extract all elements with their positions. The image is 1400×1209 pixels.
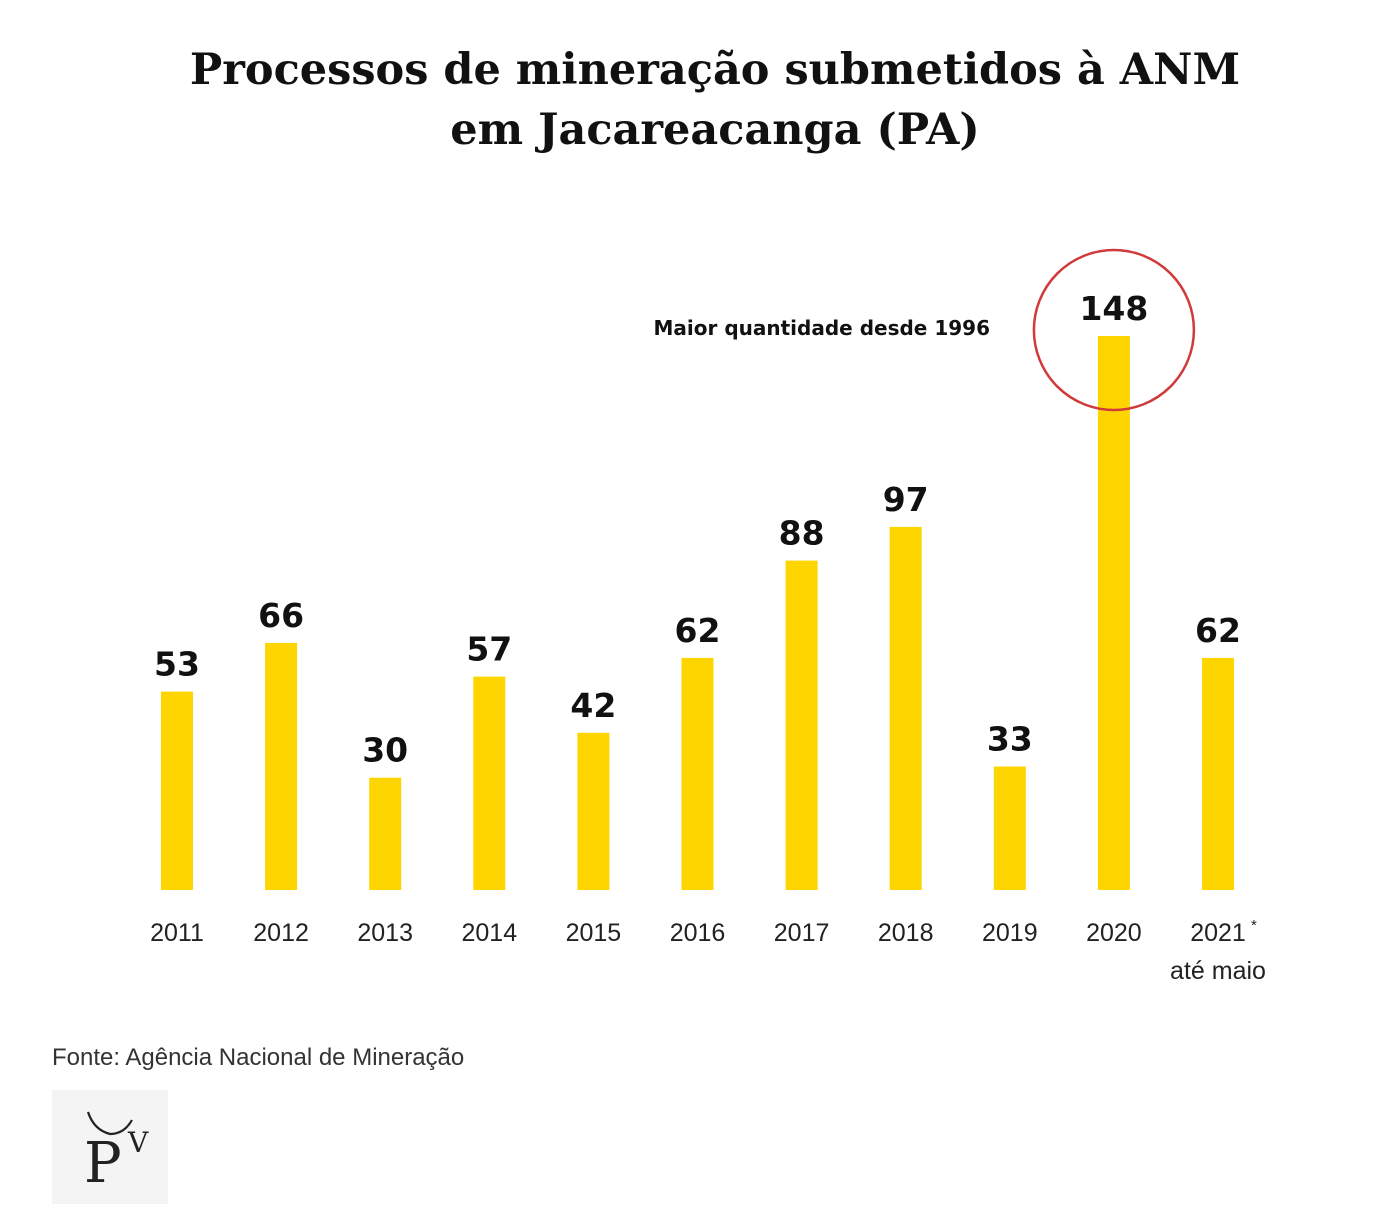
bar-2016: [681, 657, 714, 890]
bar-2018: [889, 526, 922, 890]
x-tick-subtitle: até maio: [1170, 957, 1266, 985]
bar-2017: [785, 560, 818, 890]
chart-title-line-2: em Jacareacanga (PA): [450, 105, 980, 155]
x-tick-2018: 2018: [878, 919, 934, 947]
x-tick-2014: 2014: [461, 919, 517, 947]
x-tick-2015: 2015: [566, 919, 622, 947]
x-tick-2021: 2021: [1190, 919, 1246, 947]
value-label-group: 53 66 30 57 42 62 88 97 33 148 62: [154, 289, 1241, 770]
logo-letter-v: V: [127, 1126, 149, 1159]
value-label-2021: 62: [1195, 611, 1241, 650]
highlight-group: Maior quantidade desde 1996: [654, 248, 1196, 412]
value-label-2012: 66: [258, 596, 304, 635]
chart-title-line-1: Processos de mineração submetidos à ANM: [189, 45, 1241, 95]
value-label-2019: 33: [987, 720, 1033, 759]
value-label-2014: 57: [466, 630, 512, 669]
bar-2020: [1097, 336, 1130, 890]
value-label-2017: 88: [779, 514, 825, 553]
highlight-circle: [1032, 248, 1196, 412]
value-label-2011: 53: [154, 645, 200, 684]
x-tick-2017: 2017: [774, 919, 830, 947]
logo-swoosh: [86, 1111, 133, 1136]
x-tick-2020: 2020: [1086, 919, 1142, 947]
value-label-2015: 42: [570, 686, 616, 725]
pv-logo-icon: P V: [84, 1111, 149, 1196]
source-note: Fonte: Agência Nacional de Mineração: [52, 1044, 465, 1071]
x-tick-2011: 2011: [150, 919, 204, 947]
pv-logo: P V: [52, 1090, 168, 1204]
logo-letter-p: P: [84, 1131, 122, 1196]
bar-2015: [577, 732, 610, 890]
x-tick-footnote-mark: *: [1251, 917, 1257, 934]
chart-title: Processos de mineração submetidos à ANM …: [0, 40, 1400, 160]
bar-2014: [473, 676, 506, 890]
value-label-2013: 30: [362, 731, 408, 770]
value-label-2016: 62: [675, 611, 721, 650]
bar-2021: [1202, 657, 1234, 890]
x-tick-2013: 2013: [357, 919, 413, 947]
bar-2011: [161, 691, 193, 890]
x-tick-2016: 2016: [670, 919, 726, 947]
value-label-2020: 148: [1079, 289, 1148, 328]
bar-2012: [265, 642, 298, 890]
x-tick-2019: 2019: [982, 919, 1038, 947]
bar-2019: [993, 766, 1026, 890]
value-label-2018: 97: [883, 480, 929, 519]
highlight-annotation: Maior quantidade desde 1996: [654, 316, 990, 340]
bar-chart: 53 66 30 57 42 62 88 97 33 148 62 2011 2012 2013 2014…: [150, 248, 1266, 985]
x-tick-group: 2011 2012 2013 2014 2015 2016 2017 2018 2019 2020…: [150, 917, 1266, 985]
x-tick-2012: 2012: [253, 919, 309, 947]
bar-group: [161, 336, 1234, 890]
bar-2013: [369, 777, 402, 890]
